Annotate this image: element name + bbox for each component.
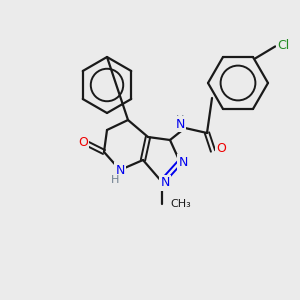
Text: CH₃: CH₃ (170, 199, 191, 209)
Text: N: N (160, 176, 170, 190)
Text: H: H (176, 115, 184, 125)
Text: Cl: Cl (277, 39, 289, 52)
Text: N: N (115, 164, 125, 176)
Text: N: N (178, 155, 188, 169)
Text: O: O (216, 142, 226, 155)
Text: N: N (175, 118, 185, 130)
Text: H: H (111, 175, 119, 185)
Text: O: O (78, 136, 88, 148)
